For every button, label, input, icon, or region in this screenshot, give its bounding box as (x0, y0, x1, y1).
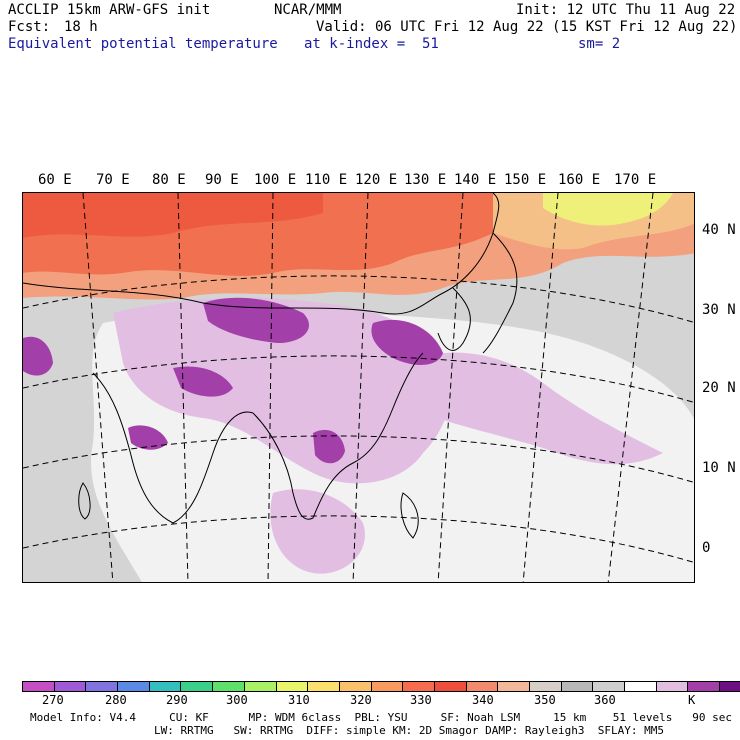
colorbar-tick: 310 (288, 693, 310, 707)
colorbar-swatch (434, 682, 467, 691)
lavender-region-south (270, 489, 365, 574)
colorbar-tick: 330 (410, 693, 432, 707)
colorbar-tick: 270 (42, 693, 64, 707)
colorbar-swatch (149, 682, 182, 691)
colorbar-swatch (86, 682, 119, 691)
theta-e-map (22, 192, 695, 583)
lon-label: 100 E (254, 172, 297, 188)
purple-core-scs (313, 429, 345, 464)
colorbar-swatch (656, 682, 689, 691)
lat-label: 0 (702, 540, 711, 556)
purple-core-india (128, 425, 168, 450)
purple-core-korea (371, 319, 443, 365)
forecast-hours: 18 h (64, 19, 98, 35)
lon-label: 120 E (355, 172, 398, 188)
lat-label: 10 N (702, 460, 736, 476)
colorbar-swatch (118, 682, 150, 691)
colorbar (22, 681, 740, 692)
lon-label: 70 E (96, 172, 130, 188)
lon-label: 90 E (205, 172, 239, 188)
lon-label: 160 E (558, 172, 601, 188)
colorbar-swatch (54, 682, 87, 691)
map-canvas (23, 193, 694, 582)
lon-label: 140 E (454, 172, 497, 188)
lat-label: 40 N (702, 222, 736, 238)
colorbar-swatch (276, 682, 309, 691)
smoothing-label: sm= 2 (578, 36, 621, 52)
lavender-region-east (403, 352, 663, 465)
colorbar-unit: K (688, 693, 696, 707)
colorbar-swatch (466, 682, 499, 691)
colorbar-tick: 360 (594, 693, 616, 707)
model-title: ACCLIP 15km ARW-GFS init (8, 2, 211, 18)
colorbar-swatch (625, 682, 657, 691)
init-time: Init: 12 UTC Thu 11 Aug 22 (516, 2, 736, 18)
coastlines (23, 193, 518, 539)
purple-core-himalaya (173, 366, 233, 397)
colorbar-tick: 320 (350, 693, 372, 707)
lon-label: 130 E (404, 172, 447, 188)
warm-band-peak (23, 193, 323, 238)
colorbar-swatch (530, 682, 562, 691)
colorbar-tick: 300 (226, 693, 248, 707)
valid-time: Valid: 06 UTC Fri 12 Aug 22 (15 KST Fri … (316, 19, 738, 35)
colorbar-tick: 280 (105, 693, 127, 707)
graticule (23, 193, 694, 582)
colorbar-swatch (371, 682, 404, 691)
forecast-label: Fcst: (8, 19, 51, 35)
lavender-region-west (113, 297, 452, 484)
colorbar-swatch (688, 682, 721, 691)
model-info-line2: LW: RRTMG SW: RRTMG DIFF: simple KM: 2D … (154, 724, 664, 737)
colorbar-tick: 350 (534, 693, 556, 707)
colorbar-swatch (720, 682, 740, 691)
colorbar-swatch (498, 682, 530, 691)
colorbar-swatch (213, 682, 245, 691)
lon-label: 60 E (38, 172, 72, 188)
colorbar-swatch (181, 682, 214, 691)
lon-label: 110 E (305, 172, 348, 188)
level-index: at k-index = 51 (304, 36, 439, 52)
lon-label: 80 E (152, 172, 186, 188)
model-info-line1: Model Info: V4.4 CU: KF MP: WDM 6class P… (30, 711, 732, 724)
purple-core-tibet (203, 297, 309, 343)
colorbar-tick: 340 (472, 693, 494, 707)
colorbar-swatch (561, 682, 594, 691)
organization-label: NCAR/MMM (274, 2, 342, 18)
colorbar-swatch (593, 682, 626, 691)
lon-label: 170 E (614, 172, 657, 188)
colorbar-swatch (244, 682, 277, 691)
warm-band-yellow (543, 193, 673, 226)
colorbar-swatch (23, 682, 55, 691)
colorbar-tick: 290 (166, 693, 188, 707)
lon-label: 150 E (504, 172, 547, 188)
colorbar-swatch (403, 682, 435, 691)
colorbar-swatch (308, 682, 340, 691)
colorbar-swatch (339, 682, 372, 691)
purple-core-west (23, 336, 53, 376)
field-name: Equivalent potential temperature (8, 36, 278, 52)
lat-label: 30 N (702, 302, 736, 318)
lat-label: 20 N (702, 380, 736, 396)
